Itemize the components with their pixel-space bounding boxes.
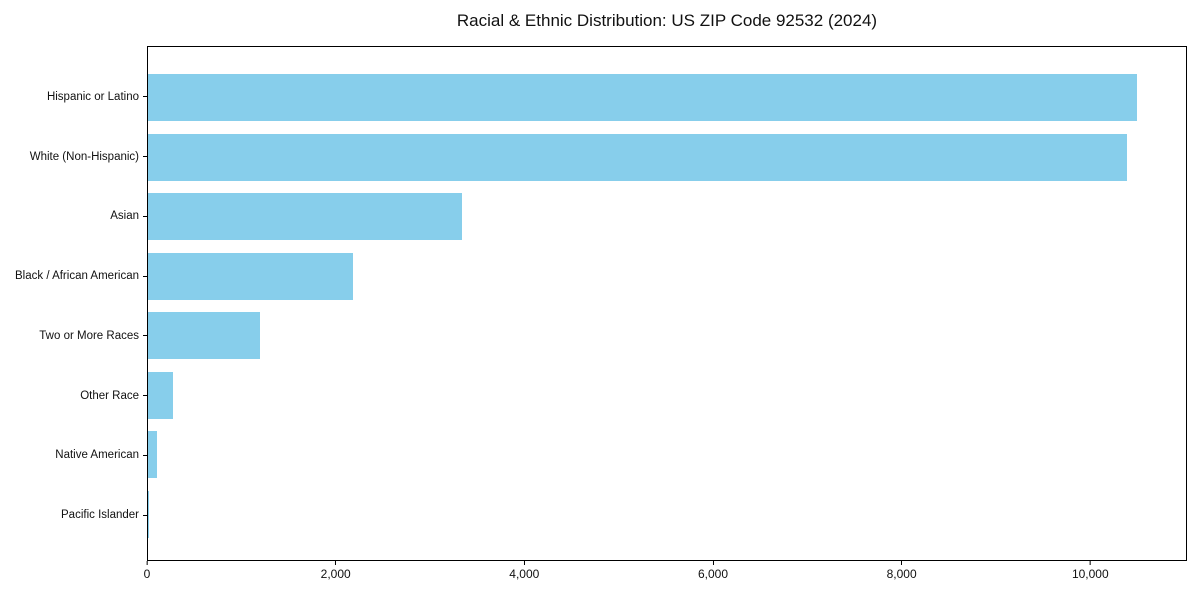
x-tick: 6,000 xyxy=(698,561,728,581)
x-tick-label: 6,000 xyxy=(697,567,728,581)
x-tick-label: 4,000 xyxy=(509,567,540,581)
bar xyxy=(148,490,149,538)
y-axis-label: Native American xyxy=(55,449,139,462)
x-tick-label: 8,000 xyxy=(886,567,917,581)
x-tick-label: 2,000 xyxy=(320,567,351,581)
bar xyxy=(148,252,354,300)
y-tick-mark xyxy=(143,275,147,277)
bar xyxy=(148,431,157,479)
y-axis-label: Asian xyxy=(110,210,139,223)
y-label-row: Pacific Islander xyxy=(0,485,147,545)
x-tick-mark xyxy=(335,561,337,565)
x-tick: 2,000 xyxy=(321,561,351,581)
x-tick-mark xyxy=(523,561,525,565)
x-tick: 0 xyxy=(143,561,151,581)
x-tick-mark xyxy=(712,561,714,565)
y-axis-label: Other Race xyxy=(80,389,139,402)
y-tick-mark xyxy=(143,395,147,397)
y-axis-label: White (Non-Hispanic) xyxy=(29,150,139,163)
y-axis-label: Black / African American xyxy=(15,270,139,283)
bar-row xyxy=(148,128,1186,188)
chart-title: Racial & Ethnic Distribution: US ZIP Cod… xyxy=(456,11,878,30)
bar xyxy=(148,312,261,360)
x-axis-ticks: 0 2,000 4,000 6,000 8,000 10,000 xyxy=(143,561,1187,593)
x-tick-label: 0 xyxy=(143,567,151,581)
bar-row xyxy=(148,425,1186,485)
y-tick-mark xyxy=(143,96,147,98)
y-tick-mark xyxy=(143,335,147,337)
y-label-row: Native American xyxy=(0,426,147,486)
bar-row xyxy=(148,68,1186,128)
y-tick-mark xyxy=(143,215,147,217)
y-label-row: Hispanic or Latino xyxy=(0,67,147,127)
x-tick: 4,000 xyxy=(509,561,539,581)
bar xyxy=(148,371,174,419)
x-tick-label: 10,000 xyxy=(1071,567,1109,581)
x-tick-mark xyxy=(1089,561,1091,565)
bars-container xyxy=(148,47,1186,560)
y-label-row: Other Race xyxy=(0,366,147,426)
y-label-row: Two or More Races xyxy=(0,306,147,366)
bar-row xyxy=(148,306,1186,366)
bar xyxy=(148,133,1128,181)
bar-row xyxy=(148,485,1186,545)
bar-row xyxy=(148,187,1186,247)
bar xyxy=(148,74,1137,122)
bar-row xyxy=(148,366,1186,426)
x-tick: 8,000 xyxy=(887,561,917,581)
bar-row xyxy=(148,247,1186,307)
y-axis-label: Hispanic or Latino xyxy=(46,90,139,103)
y-label-row: Asian xyxy=(0,187,147,247)
y-tick-mark xyxy=(143,156,147,158)
x-tick: 10,000 xyxy=(1072,561,1109,581)
y-axis-labels: Hispanic or Latino White (Non-Hispanic) As… xyxy=(0,46,147,561)
y-axis-label: Two or More Races xyxy=(39,329,139,342)
y-axis-label: Pacific Islander xyxy=(61,509,139,522)
y-label-row: White (Non-Hispanic) xyxy=(0,127,147,187)
x-tick-mark xyxy=(901,561,903,565)
x-tick-mark xyxy=(146,561,148,565)
plot-area xyxy=(147,46,1187,561)
y-tick-mark xyxy=(143,454,147,456)
y-label-row: Black / African American xyxy=(0,246,147,306)
y-tick-mark xyxy=(143,514,147,516)
bar xyxy=(148,193,462,241)
